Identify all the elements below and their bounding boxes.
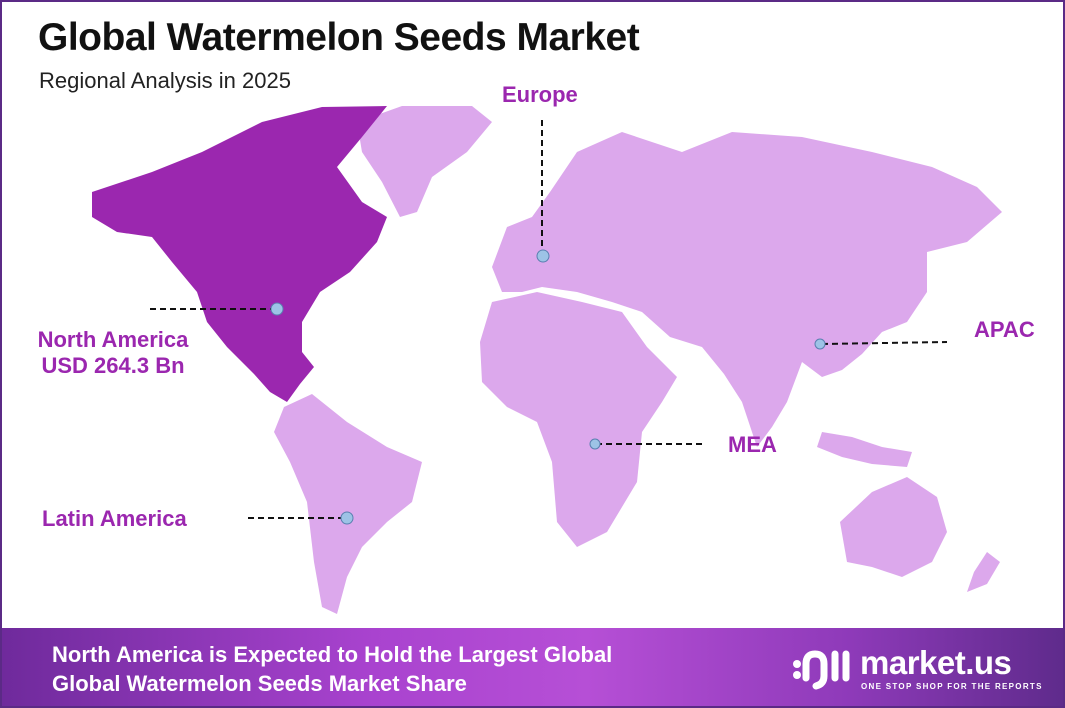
label-north-america-value: USD 264.3 Bn <box>41 353 185 379</box>
marker-europe <box>536 249 550 263</box>
logo-name: market.us <box>860 644 1012 681</box>
page-subtitle: Regional Analysis in 2025 <box>39 68 291 93</box>
logo-mark-icon <box>793 650 850 690</box>
leader-line-apac <box>821 341 948 345</box>
label-latin-america: Latin America <box>42 506 187 531</box>
region-sea-islands <box>817 432 912 467</box>
world-map <box>92 106 1002 614</box>
marker-latin-america <box>340 511 354 525</box>
label-mea: MEA <box>728 432 777 457</box>
marker-mea <box>589 438 601 450</box>
footer-text: North America is Expected to Hold the La… <box>52 640 612 698</box>
label-north-america-name: North America <box>37 327 189 352</box>
region-north-america <box>92 106 387 402</box>
footer-banner: North America is Expected to Hold the La… <box>2 628 1063 706</box>
page-title: Global Watermelon Seeds Market <box>38 16 640 59</box>
region-africa <box>480 292 677 547</box>
footer-line-1: North America is Expected to Hold the La… <box>52 642 613 667</box>
region-latin-america <box>274 394 422 614</box>
region-eurasia <box>492 132 1002 447</box>
footer-line-2: Global Watermelon Seeds Market Share <box>52 671 467 696</box>
region-new-zealand <box>967 552 1000 592</box>
market-us-logo: market.us ONE STOP SHOP FOR THE REPORTS <box>790 644 1043 694</box>
region-greenland <box>357 106 492 217</box>
label-europe: Europe <box>502 82 578 107</box>
marker-north-america <box>270 302 284 316</box>
label-north-america: North America USD 264.3 Bn <box>18 327 208 380</box>
marker-apac <box>814 338 826 350</box>
label-apac: APAC <box>974 317 1035 342</box>
region-australia <box>840 477 947 577</box>
logo-tagline: ONE STOP SHOP FOR THE REPORTS <box>861 682 1043 691</box>
